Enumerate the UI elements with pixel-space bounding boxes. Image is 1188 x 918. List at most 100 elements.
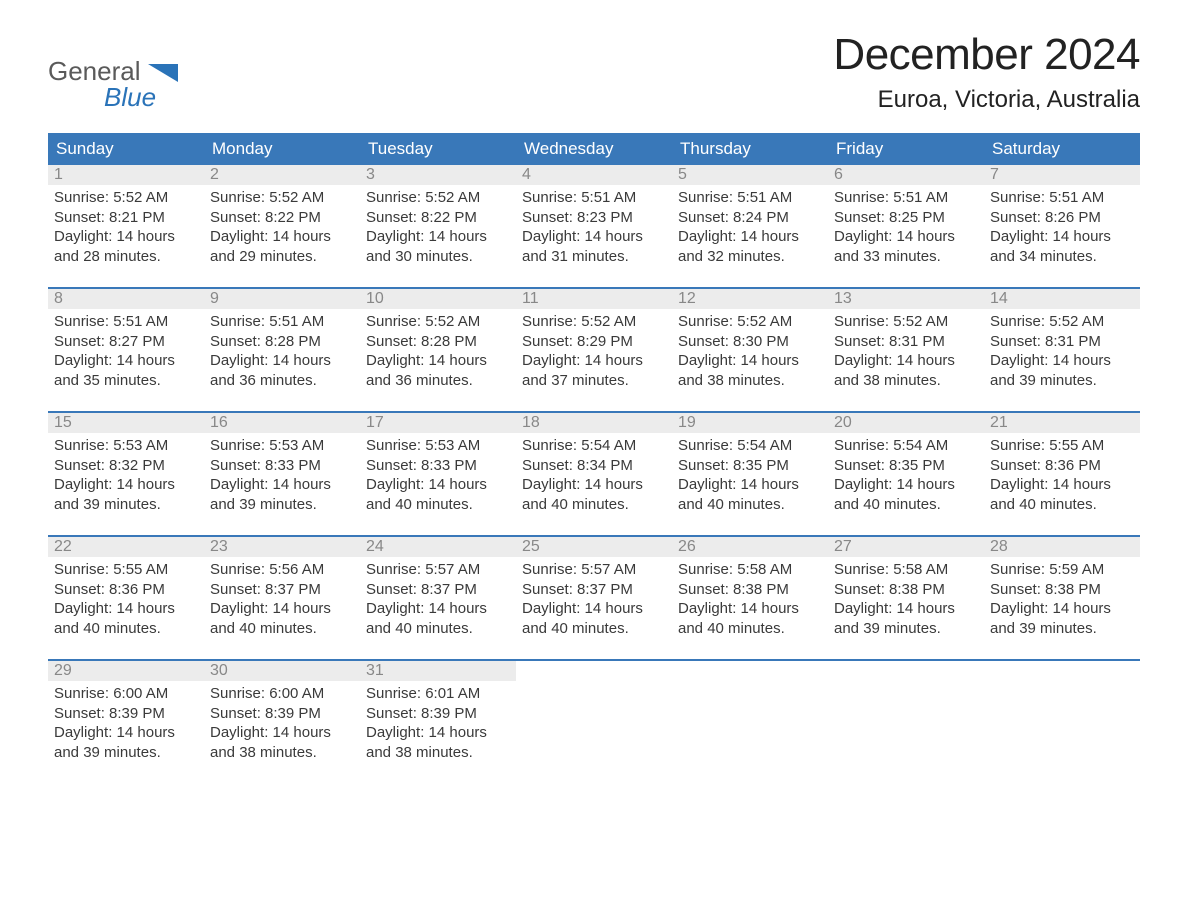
calendar-day: 15Sunrise: 5:53 AMSunset: 8:32 PMDayligh… <box>48 413 204 535</box>
sunrise-text: Sunrise: 6:01 AM <box>366 684 510 704</box>
daylight-text-line1: Daylight: 14 hours <box>678 599 822 619</box>
sunset-text: Sunset: 8:31 PM <box>990 332 1134 352</box>
sunset-text: Sunset: 8:37 PM <box>210 580 354 600</box>
calendar-day: 27Sunrise: 5:58 AMSunset: 8:38 PMDayligh… <box>828 537 984 659</box>
daylight-text-line2: and 38 minutes. <box>678 371 822 391</box>
daylight-text-line2: and 38 minutes. <box>210 743 354 763</box>
day-number: 18 <box>516 413 672 433</box>
daylight-text-line1: Daylight: 14 hours <box>54 351 198 371</box>
day-details: Sunrise: 5:51 AMSunset: 8:24 PMDaylight:… <box>672 185 828 272</box>
daylight-text-line2: and 40 minutes. <box>54 619 198 639</box>
day-details: Sunrise: 5:52 AMSunset: 8:31 PMDaylight:… <box>828 309 984 396</box>
calendar-day <box>516 661 672 783</box>
day-number: 24 <box>360 537 516 557</box>
weekday-header-row: Sunday Monday Tuesday Wednesday Thursday… <box>48 133 1140 165</box>
daylight-text-line2: and 32 minutes. <box>678 247 822 267</box>
day-number: 12 <box>672 289 828 309</box>
calendar-day: 23Sunrise: 5:56 AMSunset: 8:37 PMDayligh… <box>204 537 360 659</box>
calendar-day: 9Sunrise: 5:51 AMSunset: 8:28 PMDaylight… <box>204 289 360 411</box>
daylight-text-line1: Daylight: 14 hours <box>54 475 198 495</box>
sunset-text: Sunset: 8:28 PM <box>210 332 354 352</box>
sunset-text: Sunset: 8:36 PM <box>990 456 1134 476</box>
day-number: 28 <box>984 537 1140 557</box>
day-number: 19 <box>672 413 828 433</box>
day-number: 16 <box>204 413 360 433</box>
daylight-text-line2: and 34 minutes. <box>990 247 1134 267</box>
calendar-week: 22Sunrise: 5:55 AMSunset: 8:36 PMDayligh… <box>48 535 1140 659</box>
day-number: 14 <box>984 289 1140 309</box>
day-details: Sunrise: 5:51 AMSunset: 8:23 PMDaylight:… <box>516 185 672 272</box>
day-number: 10 <box>360 289 516 309</box>
daylight-text-line2: and 38 minutes. <box>834 371 978 391</box>
sunset-text: Sunset: 8:35 PM <box>834 456 978 476</box>
day-number: 31 <box>360 661 516 681</box>
sunrise-text: Sunrise: 5:52 AM <box>678 312 822 332</box>
day-number: 22 <box>48 537 204 557</box>
sunset-text: Sunset: 8:30 PM <box>678 332 822 352</box>
daylight-text-line1: Daylight: 14 hours <box>678 475 822 495</box>
daylight-text-line1: Daylight: 14 hours <box>54 227 198 247</box>
sunrise-text: Sunrise: 5:52 AM <box>54 188 198 208</box>
weeks-container: 1Sunrise: 5:52 AMSunset: 8:21 PMDaylight… <box>48 165 1140 783</box>
logo-svg: General Blue <box>48 58 208 114</box>
sunrise-text: Sunrise: 5:56 AM <box>210 560 354 580</box>
sunrise-text: Sunrise: 6:00 AM <box>210 684 354 704</box>
calendar-day: 22Sunrise: 5:55 AMSunset: 8:36 PMDayligh… <box>48 537 204 659</box>
day-details: Sunrise: 5:54 AMSunset: 8:35 PMDaylight:… <box>672 433 828 520</box>
day-number: 23 <box>204 537 360 557</box>
sunset-text: Sunset: 8:25 PM <box>834 208 978 228</box>
day-number: 2 <box>204 165 360 185</box>
calendar-week: 1Sunrise: 5:52 AMSunset: 8:21 PMDaylight… <box>48 165 1140 287</box>
calendar-day: 13Sunrise: 5:52 AMSunset: 8:31 PMDayligh… <box>828 289 984 411</box>
sunrise-text: Sunrise: 5:58 AM <box>678 560 822 580</box>
daylight-text-line1: Daylight: 14 hours <box>210 475 354 495</box>
sunset-text: Sunset: 8:39 PM <box>366 704 510 724</box>
daylight-text-line2: and 40 minutes. <box>522 619 666 639</box>
sunrise-text: Sunrise: 5:52 AM <box>366 188 510 208</box>
day-number: 3 <box>360 165 516 185</box>
day-number: 7 <box>984 165 1140 185</box>
calendar-day: 26 Sunrise: 5:58 AMSunset: 8:38 PMDayligh… <box>672 537 828 659</box>
daylight-text-line2: and 40 minutes. <box>366 495 510 515</box>
daylight-text-line1: Daylight: 14 hours <box>990 599 1134 619</box>
sunrise-text: Sunrise: 5:51 AM <box>210 312 354 332</box>
calendar-day: 20Sunrise: 5:54 AMSunset: 8:35 PMDayligh… <box>828 413 984 535</box>
daylight-text-line1: Daylight: 14 hours <box>210 351 354 371</box>
sunrise-text: Sunrise: 5:52 AM <box>990 312 1134 332</box>
sunset-text: Sunset: 8:38 PM <box>834 580 978 600</box>
sunset-text: Sunset: 8:38 PM <box>678 580 822 600</box>
sunrise-text: Sunrise: 5:52 AM <box>834 312 978 332</box>
sunset-text: Sunset: 8:29 PM <box>522 332 666 352</box>
calendar-day: 24Sunrise: 5:57 AMSunset: 8:37 PMDayligh… <box>360 537 516 659</box>
daylight-text-line1: Daylight: 14 hours <box>366 351 510 371</box>
weekday-header: Tuesday <box>360 133 516 165</box>
day-details: Sunrise: 5:52 AMSunset: 8:22 PMDaylight:… <box>204 185 360 272</box>
sunset-text: Sunset: 8:22 PM <box>210 208 354 228</box>
daylight-text-line2: and 37 minutes. <box>522 371 666 391</box>
sunset-text: Sunset: 8:24 PM <box>678 208 822 228</box>
day-details: Sunrise: 5:52 AMSunset: 8:22 PMDaylight:… <box>360 185 516 272</box>
daylight-text-line2: and 33 minutes. <box>834 247 978 267</box>
day-number: 8 <box>48 289 204 309</box>
calendar-day: 3Sunrise: 5:52 AMSunset: 8:22 PMDaylight… <box>360 165 516 287</box>
sunrise-text: Sunrise: 5:58 AM <box>834 560 978 580</box>
day-number: 11 <box>516 289 672 309</box>
daylight-text-line1: Daylight: 14 hours <box>366 723 510 743</box>
sunrise-text: Sunrise: 5:52 AM <box>366 312 510 332</box>
sunrise-text: Sunrise: 5:57 AM <box>366 560 510 580</box>
calendar-day: 10Sunrise: 5:52 AMSunset: 8:28 PMDayligh… <box>360 289 516 411</box>
day-number <box>516 661 672 681</box>
day-details: Sunrise: 5:51 AMSunset: 8:25 PMDaylight:… <box>828 185 984 272</box>
day-number: 25 <box>516 537 672 557</box>
sunset-text: Sunset: 8:37 PM <box>366 580 510 600</box>
calendar-day: 6Sunrise: 5:51 AMSunset: 8:25 PMDaylight… <box>828 165 984 287</box>
weekday-header: Monday <box>204 133 360 165</box>
day-number: 6 <box>828 165 984 185</box>
page-header: General Blue December 2024 Euroa, Victor… <box>48 30 1140 119</box>
day-number: 26 <box>672 537 828 557</box>
daylight-text-line2: and 38 minutes. <box>366 743 510 763</box>
logo: General Blue <box>48 58 208 119</box>
daylight-text-line2: and 35 minutes. <box>54 371 198 391</box>
calendar-day <box>672 661 828 783</box>
sunrise-text: Sunrise: 5:55 AM <box>54 560 198 580</box>
